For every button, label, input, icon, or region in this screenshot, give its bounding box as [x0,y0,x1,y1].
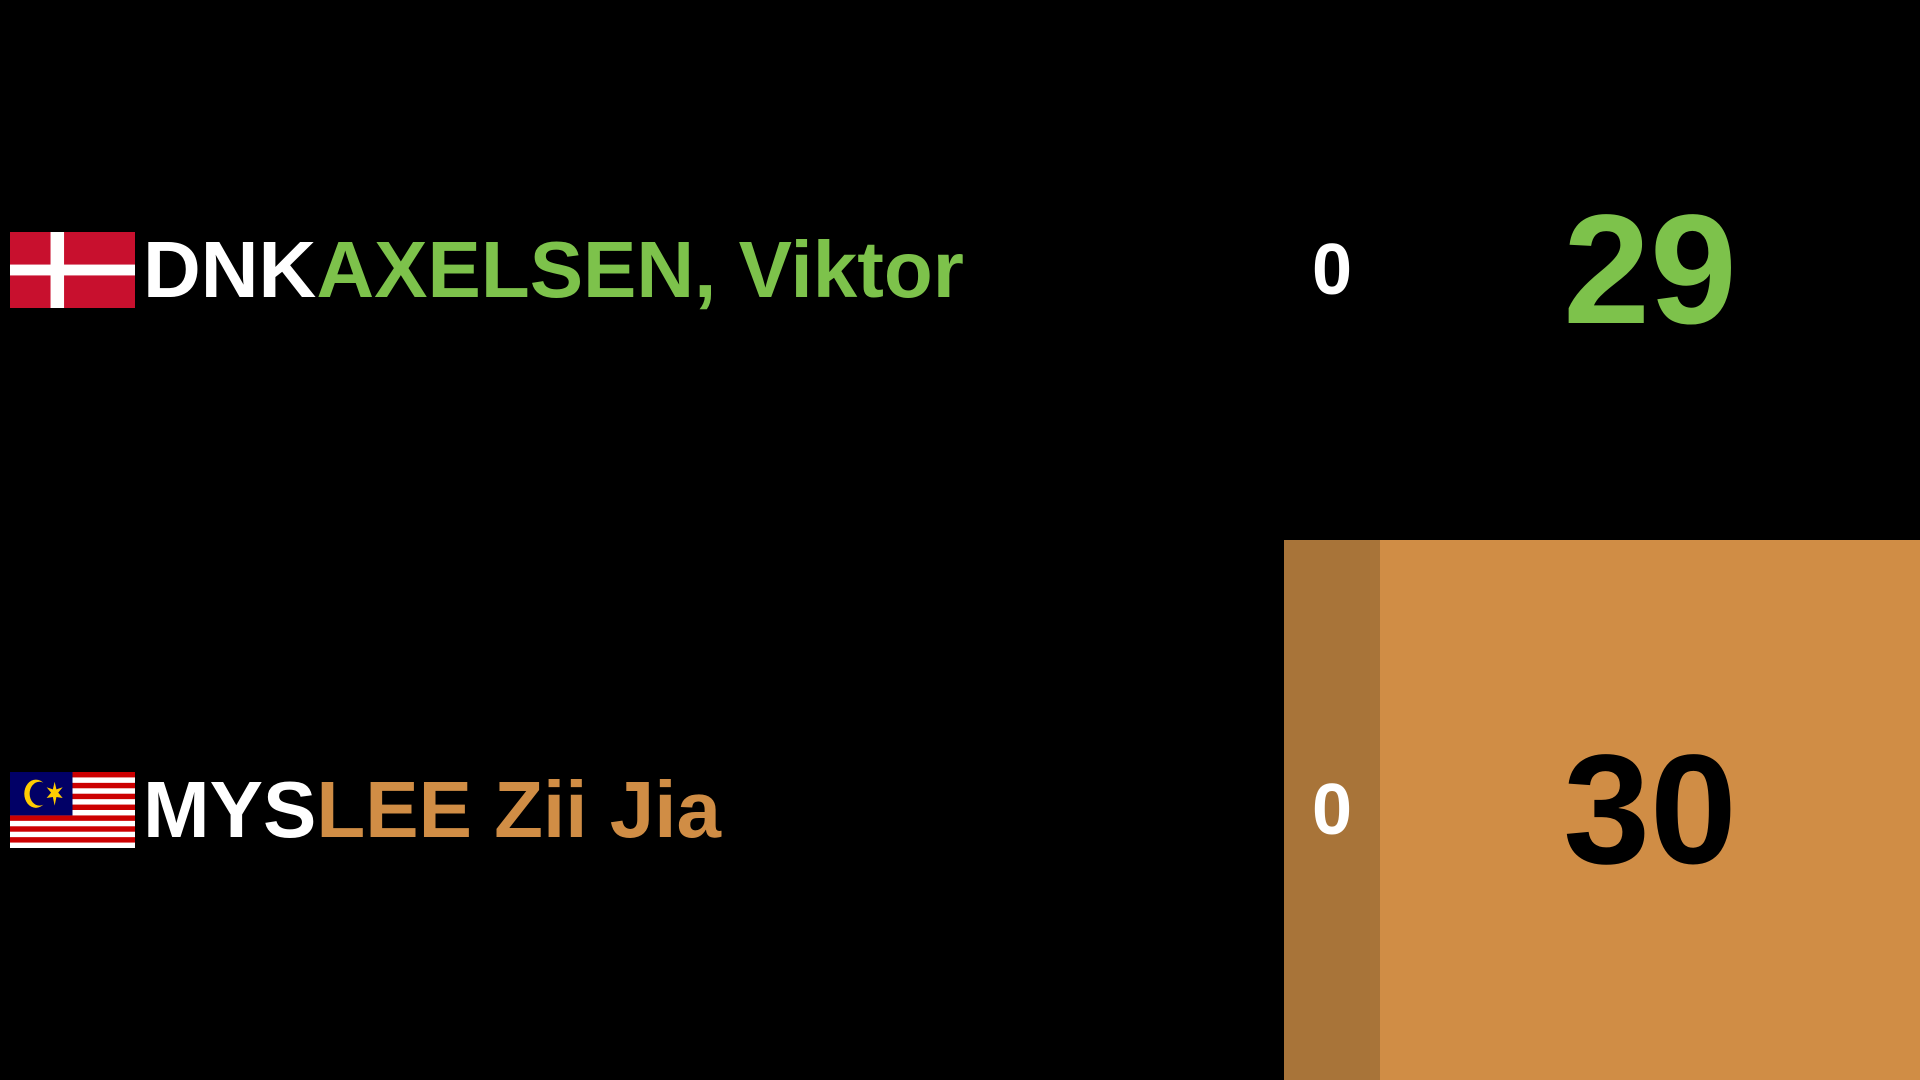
player-row-2: MYSLEE Zii Jia 0 30 [0,540,1920,1080]
player-2-games-cell: 0 [1284,540,1380,1080]
player-1-points: 29 [1563,183,1737,357]
player-1-games-cell: 0 [1284,0,1380,540]
player-2-games: 0 [1311,770,1353,850]
player-2-name: LEE Zii Jia [316,765,721,854]
player-2-points-cell: 30 [1380,540,1920,1080]
player-1-name: AXELSEN, Viktor [316,225,964,314]
player-2-country-code: MYS [143,765,317,854]
player-1-games: 0 [1311,230,1353,310]
player-1-points-cell: 29 [1380,0,1920,540]
player-2-points: 30 [1563,723,1737,897]
denmark-flag-icon [10,232,135,308]
player-1-label: DNKAXELSEN, Viktor [143,222,964,318]
player-2-label: MYSLEE Zii Jia [143,762,721,858]
player-1-country-code: DNK [143,225,317,314]
player-row-1: DNKAXELSEN, Viktor 0 29 [10,0,1920,540]
malaysia-flag-icon [10,772,135,848]
